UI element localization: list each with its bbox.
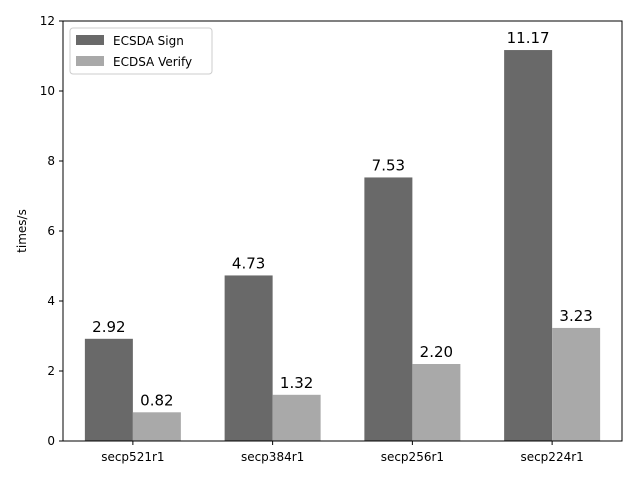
bar-sign-secp224r1 — [504, 50, 553, 442]
bar-sign-secp256r1 — [364, 177, 413, 441]
bar-verify-secp256r1 — [412, 364, 461, 441]
bar-value-label: 2.20 — [420, 343, 453, 361]
legend-label: ECDSA Verify — [113, 55, 192, 69]
y-tick-label: 8 — [47, 154, 55, 168]
bar-value-label: 11.17 — [507, 29, 550, 47]
legend-box — [69, 27, 213, 75]
bar-sign-secp521r1 — [84, 338, 133, 441]
bar-value-label: 7.53 — [372, 156, 405, 174]
y-tick-label: 10 — [40, 84, 55, 98]
legend-swatch — [76, 35, 104, 45]
x-tick-label: secp256r1 — [381, 450, 444, 464]
axes-layer: secp521r1 secp384r1 secp256r1 secp224r1 0 2 4 6… — [40, 14, 623, 464]
x-tick-label: secp224r1 — [520, 450, 583, 464]
x-tick-label: secp521r1 — [101, 450, 164, 464]
bar-value-label: 3.23 — [559, 307, 592, 325]
legend-swatch — [76, 56, 104, 66]
y-tick-label: 2 — [47, 364, 55, 378]
bar-verify-secp224r1 — [552, 327, 601, 441]
bar-sign-secp384r1 — [224, 275, 273, 441]
plot-frame — [62, 20, 623, 442]
bar-verify-secp384r1 — [272, 394, 321, 441]
bar-value-label: 2.92 — [92, 318, 125, 336]
bar-value-label: 1.32 — [280, 374, 313, 392]
bar-verify-secp521r1 — [132, 412, 181, 441]
y-tick-label: 0 — [47, 434, 55, 448]
y-tick-label: 12 — [40, 14, 55, 28]
y-tick-label: 4 — [47, 294, 55, 308]
bar-value-label: 4.73 — [232, 254, 265, 272]
labels-layer: 2.92 0.82 4.73 1.32 7.53 2.20 11.17 3.23 — [92, 29, 593, 409]
bars-layer — [84, 50, 601, 442]
legend-label: ECSDA Sign — [113, 34, 184, 48]
bar-value-label: 0.82 — [140, 391, 173, 409]
y-axis-label: times/s — [15, 209, 29, 253]
legend: ECSDA Sign ECDSA Verify — [69, 27, 213, 75]
y-tick-label: 6 — [47, 224, 55, 238]
x-tick-label: secp384r1 — [241, 450, 304, 464]
